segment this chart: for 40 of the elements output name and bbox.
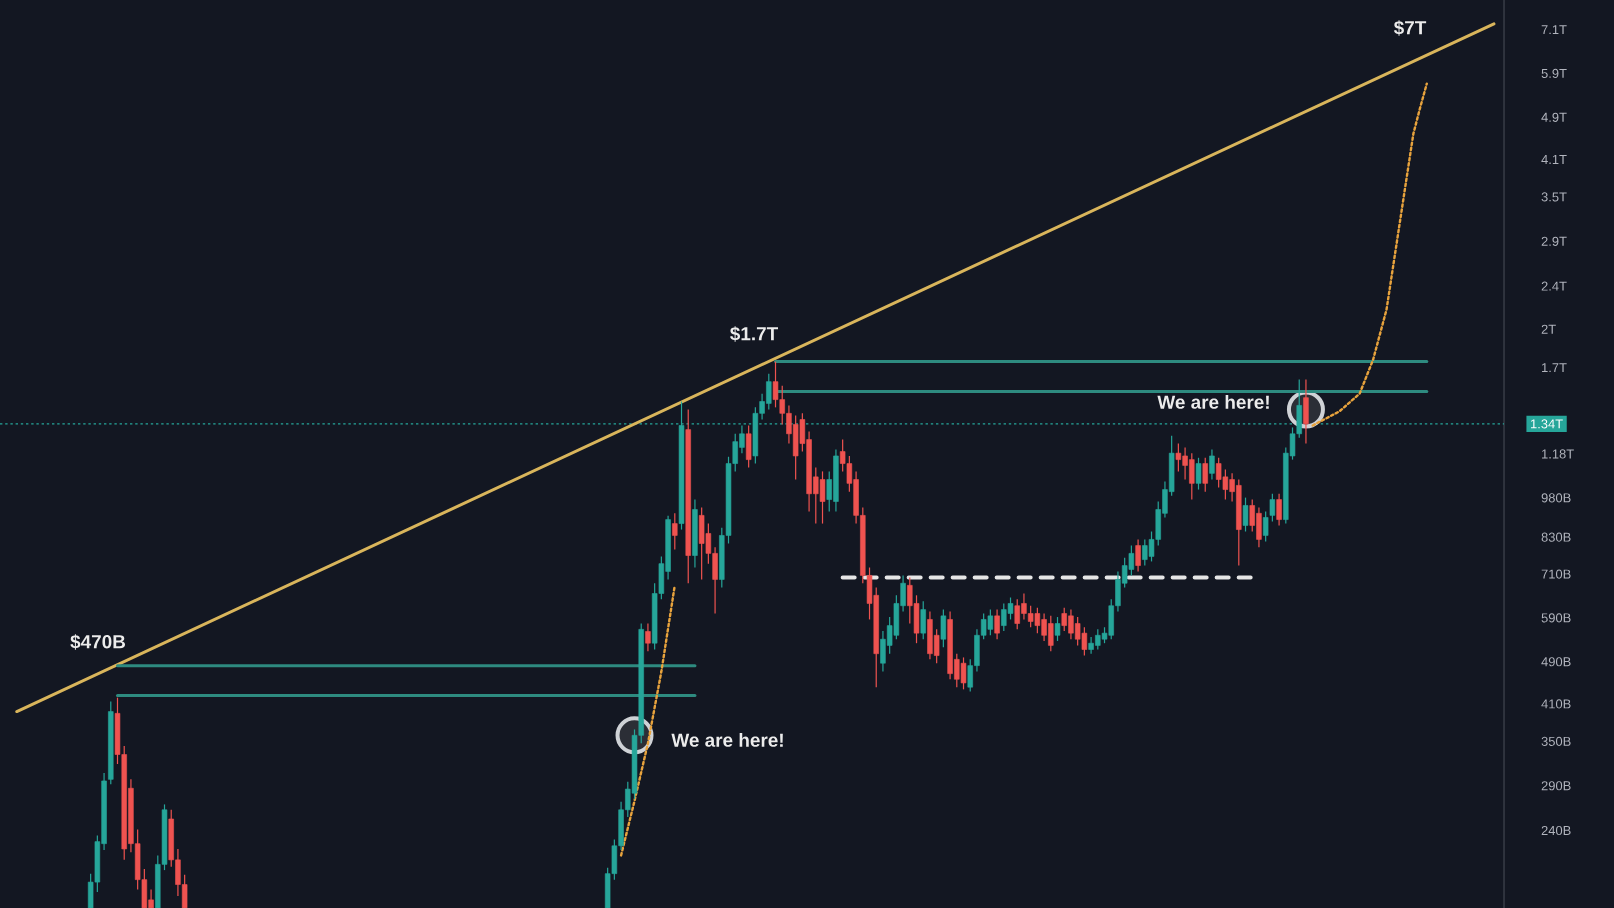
candlestick [1088,636,1094,655]
candlestick [1242,497,1249,533]
candlestick [1068,608,1074,640]
candlestick [920,600,926,640]
candlestick [1048,615,1054,652]
candlestick [1054,616,1061,642]
candlestick [1095,628,1101,651]
annotation: $470B [70,634,126,650]
candlestick [1135,538,1141,573]
candlestick [692,498,698,569]
candlestick [994,608,1000,640]
candlestick [1256,506,1262,548]
candlestick [1061,607,1067,632]
annotation: We are here! [671,732,783,747]
candlestick [698,506,705,581]
candlestick [1014,598,1020,630]
candlestick [1209,448,1215,481]
annotation: We are here! [1157,394,1269,409]
candlestick [1034,607,1041,634]
candlestick [927,610,933,660]
candlestick [1236,478,1242,567]
candlestick [745,424,752,469]
candlestick [1276,493,1282,527]
candlestick [833,448,839,513]
candlestick [1195,457,1202,491]
candlestick [1202,457,1208,493]
annotation: $7T [1393,20,1427,36]
annotation: $1.7T [730,326,779,342]
candlestick [645,622,651,652]
candlestick [1021,592,1027,621]
candlestick [1001,602,1007,632]
candlestick [1303,379,1309,445]
candlestick [819,470,826,525]
candlestick [1189,452,1195,501]
candlestick [987,608,994,636]
candlestick [940,608,947,648]
candlestick [1142,538,1148,567]
candlestick [960,656,967,690]
candlestick [1175,442,1182,472]
candlestick [672,512,678,551]
